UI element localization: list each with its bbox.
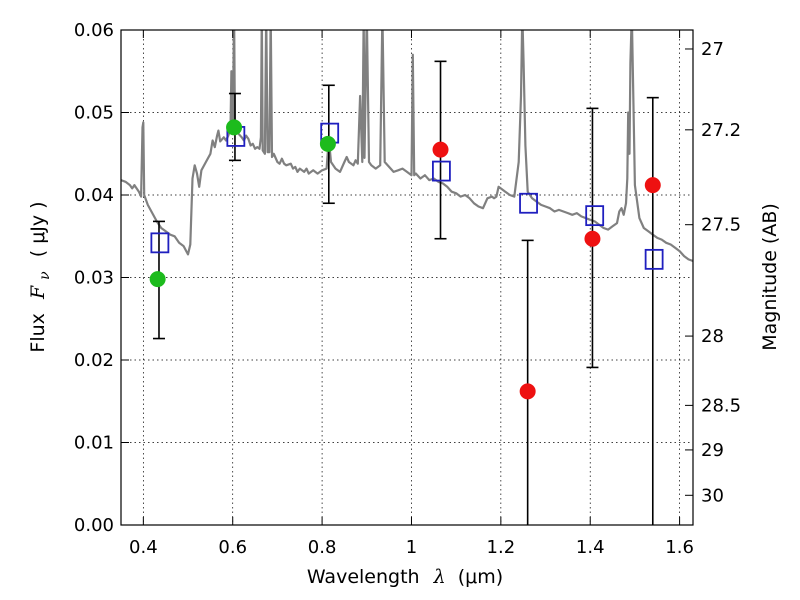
data-point-square bbox=[150, 232, 170, 254]
x-axis-label: Wavelength λ (μm) bbox=[307, 566, 503, 588]
data-point-square bbox=[644, 248, 664, 270]
y-tick-label: 0.00 bbox=[74, 515, 114, 536]
x-tick-label: 1 bbox=[406, 537, 417, 558]
data-point-circle bbox=[644, 177, 661, 194]
right-axis-label: Magnitude (AB) bbox=[759, 203, 781, 351]
data-point-circle bbox=[319, 135, 336, 152]
right-axis-tick-label: 28.5 bbox=[701, 395, 741, 416]
spectrum-line bbox=[121, 30, 693, 263]
y-tick-label: 0.05 bbox=[74, 103, 114, 124]
x-axis-label-text: Wavelength bbox=[307, 566, 420, 588]
axis-ticks: 0.4 0.6 0.8 1 1.2 1.4 1.6 0.00 0.01 0.02 0.03 0.04 0… bbox=[74, 20, 741, 558]
grid-lines bbox=[121, 29, 693, 526]
data-point-circle bbox=[519, 383, 536, 400]
right-axis-tick-label: 27.2 bbox=[701, 120, 741, 141]
data-point-square bbox=[585, 205, 605, 227]
x-tick-label: 1.6 bbox=[665, 537, 694, 558]
x-tick-label: 1.2 bbox=[487, 537, 516, 558]
right-axis-tick-label: 27.5 bbox=[701, 215, 741, 236]
y-axis-label-subscript: ν bbox=[37, 271, 53, 280]
right-axis-tick-label: 30 bbox=[701, 485, 724, 506]
x-axis-label-unit: (μm) bbox=[458, 566, 503, 588]
y-tick-label: 0.06 bbox=[74, 20, 114, 41]
right-axis-tick-label: 28 bbox=[701, 326, 724, 347]
error-bar bbox=[521, 239, 534, 525]
y-axis-label-symbol: F bbox=[27, 285, 49, 300]
data-point-circle bbox=[226, 119, 243, 136]
error-bar bbox=[646, 96, 659, 525]
x-tick-label: 0.4 bbox=[129, 537, 158, 558]
right-axis-tick-label: 29 bbox=[701, 440, 724, 461]
data-point-square bbox=[432, 160, 451, 182]
x-tick-label: 1.4 bbox=[576, 537, 605, 558]
x-tick-label: 0.8 bbox=[308, 537, 337, 558]
y-tick-label: 0.02 bbox=[74, 350, 114, 371]
y-axis-label: Flux F ν ( μJy ) bbox=[27, 201, 54, 352]
right-axis-tick-label: 27 bbox=[701, 39, 724, 60]
data-point-circle bbox=[584, 230, 601, 247]
y-tick-label: 0.03 bbox=[74, 268, 114, 289]
data-point-square bbox=[519, 192, 538, 214]
data-point-circle bbox=[149, 271, 166, 288]
y-tick-label: 0.04 bbox=[74, 185, 114, 206]
y-axis-label-text: Flux bbox=[27, 313, 49, 353]
x-axis-label-symbol: λ bbox=[433, 566, 446, 588]
y-tick-label: 0.01 bbox=[74, 433, 114, 454]
data-markers bbox=[149, 119, 664, 400]
y-axis-label-unit: ( μJy ) bbox=[27, 201, 49, 257]
data-point-circle bbox=[432, 141, 449, 158]
x-tick-label: 0.6 bbox=[218, 537, 247, 558]
model-spectrum-line bbox=[121, 30, 693, 263]
